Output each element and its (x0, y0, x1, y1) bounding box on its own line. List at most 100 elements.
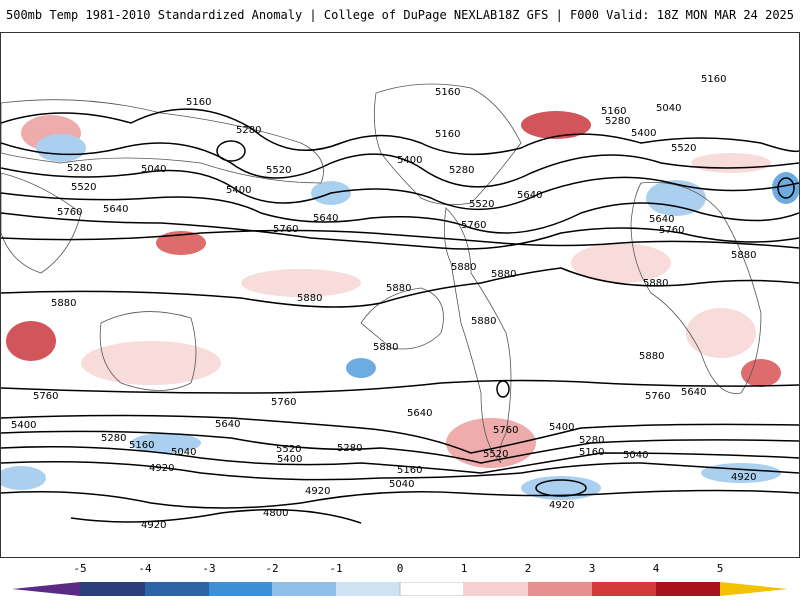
contour-label: 4920 (731, 472, 756, 483)
header: 500mb Temp 1981-2010 Standardized Anomal… (0, 0, 800, 30)
contour-label: 5640 (313, 213, 338, 224)
contour-label: 5160 (601, 106, 626, 117)
cold-anomaly (772, 172, 799, 204)
contour-label: 5400 (397, 155, 422, 166)
contour-label: 5400 (11, 420, 36, 431)
contour-label: 5880 (491, 269, 516, 280)
contour-label: 5160 (435, 87, 460, 98)
contour-label: 5040 (389, 479, 414, 490)
colorbar-tick: -3 (202, 562, 216, 575)
cold-anomaly (646, 180, 706, 216)
warm-anomaly (446, 418, 536, 468)
colorbar-segment (656, 582, 720, 596)
contour-label: 5520 (469, 199, 494, 210)
contour-labels: 5160 5040 5280 5400 5520 5640 5760 5880 … (11, 74, 756, 531)
colorbar-tick: 3 (588, 562, 596, 575)
colorbar-tick: -2 (265, 562, 279, 575)
contour-label: 5760 (273, 224, 298, 235)
contour-label: 5640 (649, 214, 674, 225)
contour-label: 5640 (103, 204, 128, 215)
contour-label: 5760 (659, 225, 684, 236)
colorbar-segment (592, 582, 656, 596)
cold-anomaly (1, 466, 46, 490)
colorbar-tick: -5 (73, 562, 87, 575)
warm-anomaly (686, 308, 756, 358)
contour-label: 5160 (186, 97, 211, 108)
contour-label: 5160 (397, 465, 422, 476)
contour-label: 5280 (605, 116, 630, 127)
warm-anomaly (691, 153, 771, 173)
contour-label: 5880 (451, 262, 476, 273)
contour-label: 5880 (471, 316, 496, 327)
contour-label: 5760 (493, 425, 518, 436)
warm-anomaly (571, 243, 671, 283)
colorbar-segment (145, 582, 209, 596)
contour-label: 5520 (71, 182, 96, 193)
contour-label: 5400 (226, 185, 251, 196)
anomaly-map: 5160 5040 5280 5400 5520 5640 5760 5880 … (0, 32, 800, 558)
colorbar-strip (12, 582, 788, 596)
contour-label: 5040 (171, 447, 196, 458)
contour-label: 5880 (731, 250, 756, 261)
model-run-label: 18Z GFS | F000 Valid: 18Z MON MAR 24 202… (497, 8, 794, 22)
contour-label: 5520 (671, 143, 696, 154)
contour-label: 5040 (656, 103, 681, 114)
colorbar-segment (399, 582, 465, 596)
contour-label: 5040 (623, 450, 648, 461)
colorbar-tick: -4 (138, 562, 152, 575)
cold-anomaly (36, 134, 86, 162)
contour-label: 5520 (276, 444, 301, 455)
contour-label: 5160 (435, 129, 460, 140)
contour-label: 5040 (141, 164, 166, 175)
contour-label: 4920 (141, 520, 166, 531)
contour-label: 5640 (681, 387, 706, 398)
colorbar-segment (80, 582, 145, 596)
cold-anomaly (131, 433, 201, 453)
warm-anomaly (521, 111, 591, 139)
colorbar-segment (528, 582, 592, 596)
coastlines (1, 83, 762, 464)
warm-anomaly (741, 359, 781, 387)
cold-anomaly (521, 476, 601, 500)
colorbar-segment (336, 582, 400, 596)
contour-label: 5880 (643, 278, 668, 289)
contour-label: 4920 (149, 463, 174, 474)
contour-label: 5520 (483, 449, 508, 460)
contour-label: 5760 (57, 207, 82, 218)
contour-label: 5280 (236, 125, 261, 136)
contour-label: 5280 (579, 435, 604, 446)
colorbar-tick: 2 (524, 562, 532, 575)
colorbar-tick-labels: -5 -4 -3 -2 -1 0 1 2 3 4 5 (0, 560, 800, 578)
map-title: 500mb Temp 1981-2010 Standardized Anomal… (6, 8, 498, 22)
colorbar-extend-max (720, 582, 788, 596)
contour-label: 5160 (701, 74, 726, 85)
colorbar-tick: 5 (716, 562, 724, 575)
contour-label: 5160 (129, 440, 154, 451)
contour-label: 4800 (263, 508, 288, 519)
map-canvas: 5160 5040 5280 5400 5520 5640 5760 5880 … (1, 74, 799, 531)
height-contours (1, 108, 799, 524)
colorbar-segment (464, 582, 528, 596)
contour-label: 5400 (549, 422, 574, 433)
contour-label: 5760 (461, 220, 486, 231)
colorbar-segment (272, 582, 336, 596)
contour-label: 5400 (631, 128, 656, 139)
contour-label: 5760 (33, 391, 58, 402)
contour-label: 4920 (549, 500, 574, 511)
colorbar-extend-min (12, 582, 80, 596)
contour-label: 5760 (271, 397, 296, 408)
contour-label: 5160 (579, 447, 604, 458)
contour-label: 5640 (215, 419, 240, 430)
contour-label: 5400 (277, 454, 302, 465)
anomaly-colorbar: -5 -4 -3 -2 -1 0 1 2 3 4 5 (0, 560, 800, 600)
warm-anomaly (241, 269, 361, 297)
contour-label: 5640 (517, 190, 542, 201)
contour-label: 5760 (645, 391, 670, 402)
warm-anomaly (81, 341, 221, 385)
contour-label: 5280 (449, 165, 474, 176)
colorbar-segment (209, 582, 272, 596)
colorbar-tick: 4 (652, 562, 660, 575)
contour-label: 5280 (101, 433, 126, 444)
colorbar-tick: 0 (396, 562, 404, 575)
contour-label: 5520 (266, 165, 291, 176)
